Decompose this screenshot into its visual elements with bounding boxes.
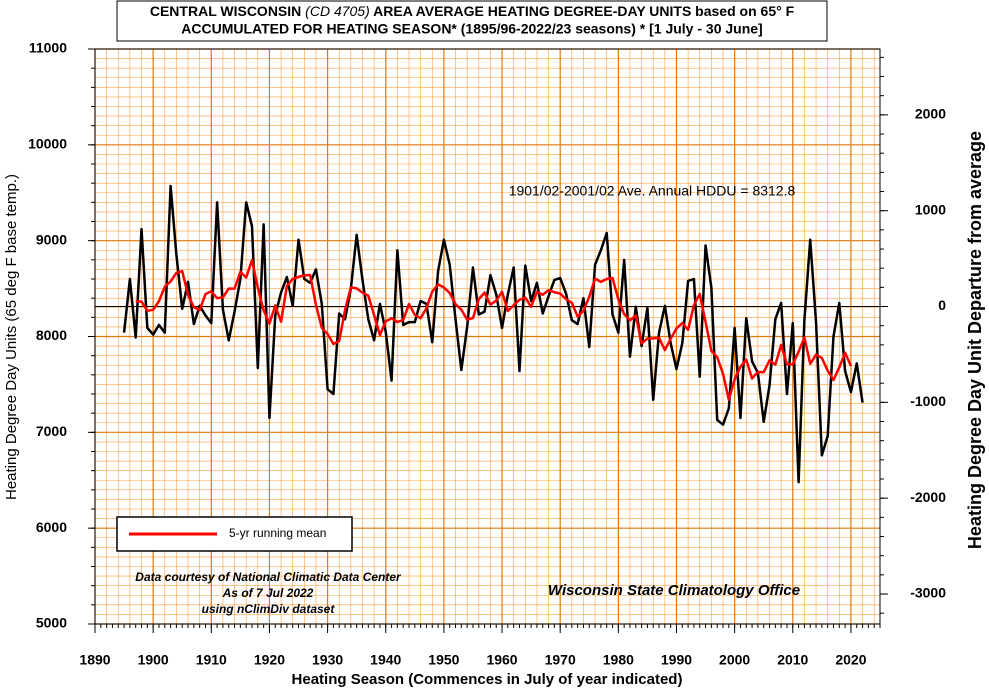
- x-tick-label: 2010: [777, 652, 808, 668]
- y-tick-label: 8000: [36, 327, 67, 343]
- y2-tick-label: 0: [938, 297, 946, 313]
- x-tick-label: 2020: [835, 652, 866, 668]
- y2-tick-label: 1000: [915, 201, 946, 217]
- title-part: AREA AVERAGE HEATING DEGREE-DAY UNITS ba…: [373, 3, 794, 19]
- chart-title: CENTRAL WISCONSIN (CD 4705) AREA AVERAGE…: [150, 3, 795, 19]
- y-tick-label: 11000: [29, 40, 67, 56]
- note: Data courtesy of National Climatic Data …: [135, 570, 402, 584]
- x-axis-label: Heating Season (Commences in July of yea…: [292, 671, 683, 688]
- y2-tick-label: -1000: [910, 393, 946, 409]
- y2-tick-label: -2000: [910, 489, 946, 505]
- x-tick-label: 1910: [196, 652, 227, 668]
- x-tick-label: 1970: [545, 652, 576, 668]
- x-tick-label: 1940: [370, 652, 401, 668]
- title-box: [116, 0, 828, 42]
- y-tick-label: 7000: [36, 423, 67, 439]
- title-part: (CD 4705): [305, 3, 370, 19]
- y-axis-label: Heating Degree Day Units (65 deg F base …: [3, 174, 20, 500]
- data-line: [135, 258, 853, 401]
- y2-tick-label: 2000: [915, 106, 946, 122]
- x-tick-label: 1930: [312, 652, 343, 668]
- note: using nClimDiv dataset: [202, 602, 336, 616]
- x-tick-label: 2000: [719, 652, 750, 668]
- title-part: CENTRAL WISCONSIN: [150, 3, 301, 19]
- data-line: [122, 184, 864, 484]
- x-tick-label: 1920: [254, 652, 285, 668]
- y2-axis-label: Heating Degree Day Unit Departure from a…: [965, 131, 985, 549]
- x-tick-label: 1890: [79, 652, 110, 668]
- annotation: 1901/02-2001/02 Ave. Annual HDDU = 8312.…: [509, 183, 796, 199]
- plot-frame: [94, 48, 881, 625]
- chart-title: ACCUMULATED FOR HEATING SEASON* (1895/96…: [181, 21, 762, 37]
- note: As of 7 Jul 2022: [222, 586, 314, 600]
- y2-tick-label: -3000: [910, 585, 946, 601]
- x-tick-label: 1990: [661, 652, 692, 668]
- credit: Wisconsin State Climatology Office: [548, 582, 800, 599]
- y-tick-label: 6000: [36, 519, 67, 535]
- x-tick-label: 1900: [138, 652, 169, 668]
- y-tick-label: 10000: [28, 136, 67, 152]
- y-tick-label: 9000: [36, 231, 67, 247]
- legend-label: 5-yr running mean: [229, 526, 326, 540]
- x-tick-label: 1950: [428, 652, 459, 668]
- x-tick-label: 1960: [486, 652, 517, 668]
- y-tick-label: 5000: [36, 615, 67, 631]
- x-tick-label: 1980: [603, 652, 634, 668]
